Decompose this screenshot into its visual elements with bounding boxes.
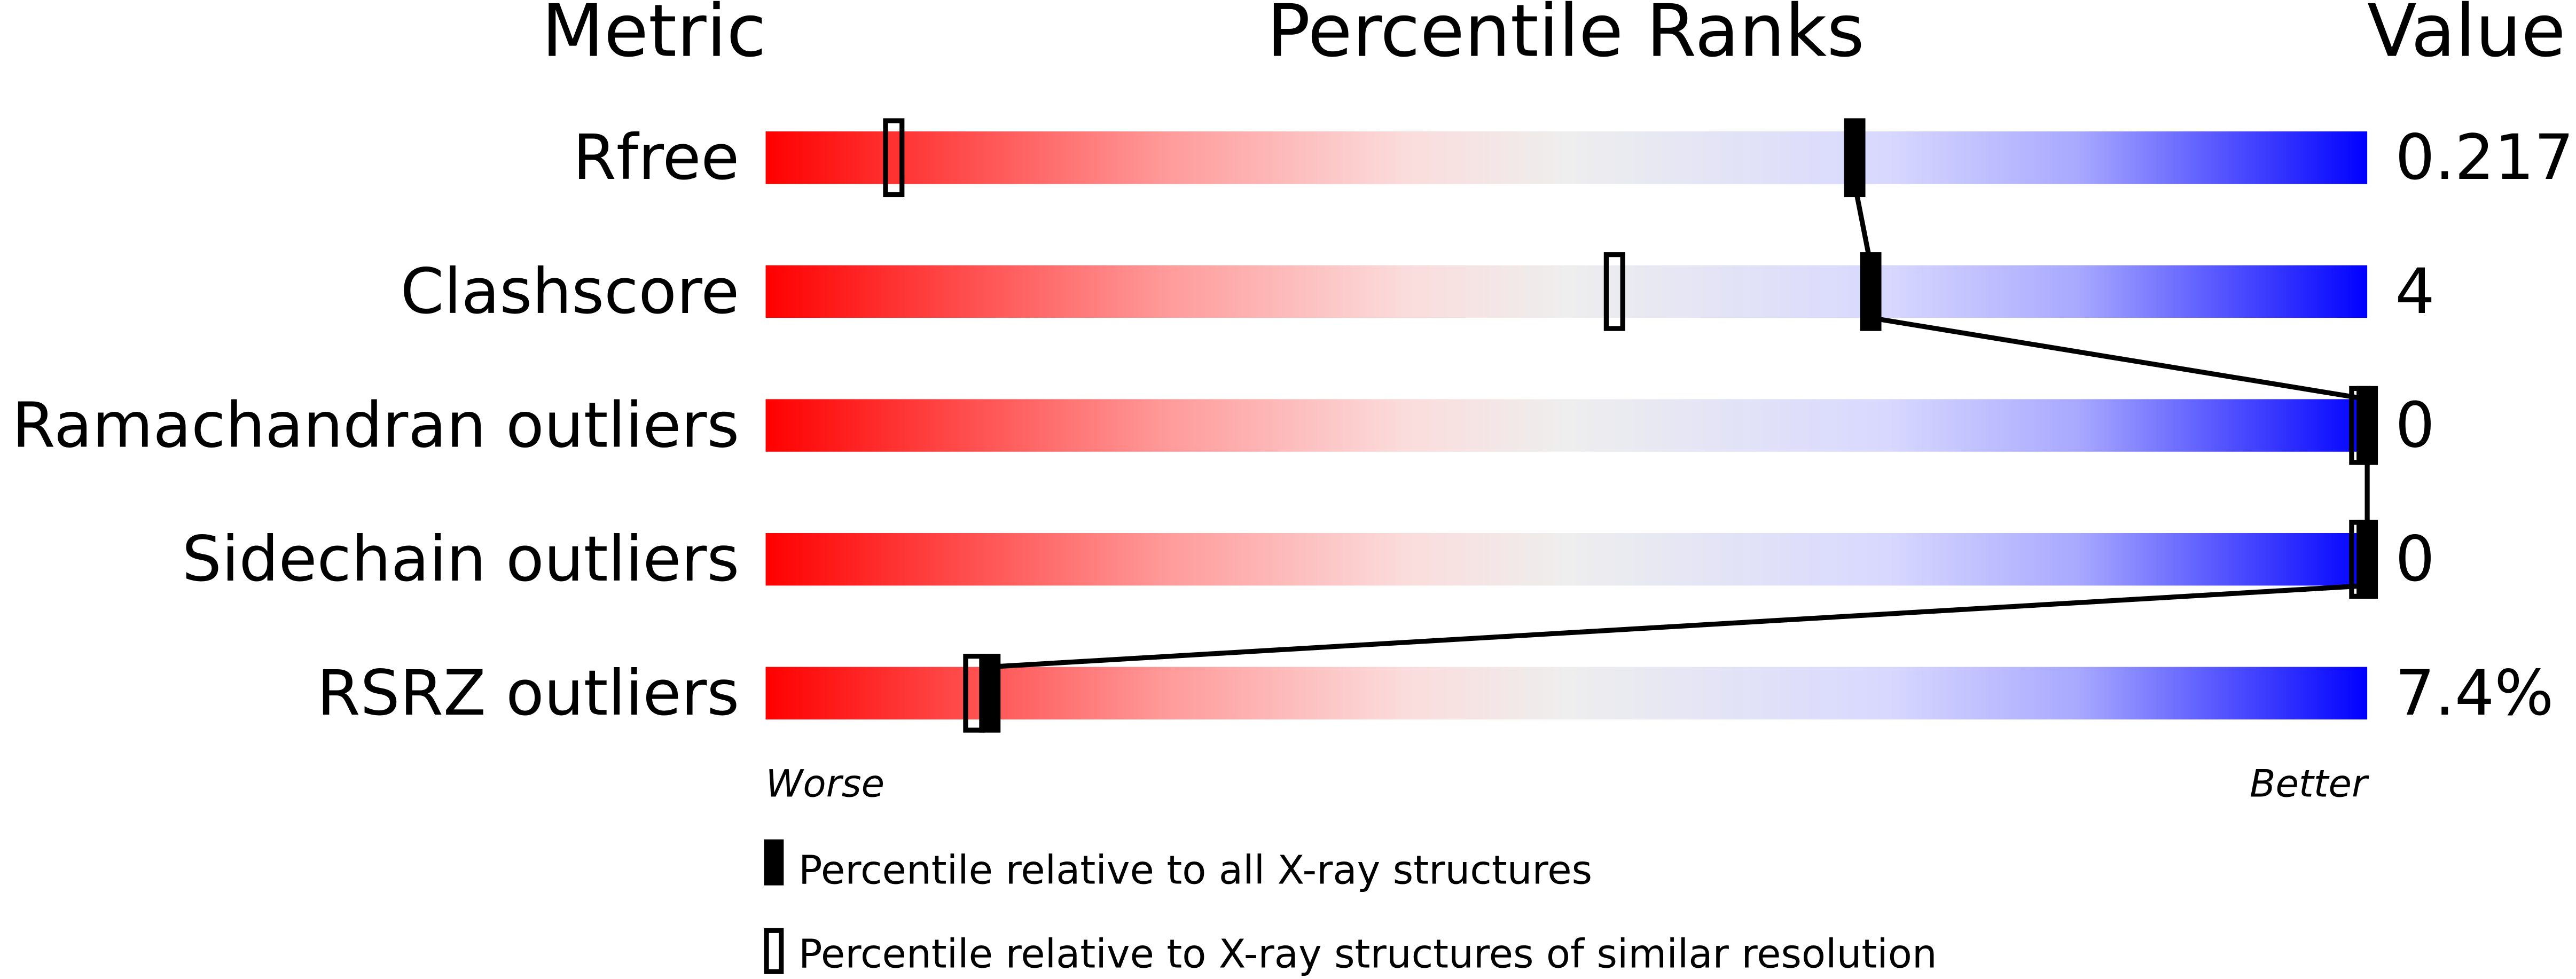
percentile-bar: [765, 131, 2368, 184]
marker-connector-line: [1870, 315, 2368, 402]
percentile-bar: [765, 667, 2368, 720]
metric-value: 7.4%: [2395, 657, 2554, 730]
all-structures-marker: [1860, 252, 1882, 331]
percentile-bar: [765, 265, 2368, 318]
metric-value: 0: [2395, 523, 2434, 596]
percentile-bar: [765, 399, 2368, 452]
legend-open-label: Percentile relative to X-ray structures …: [798, 931, 1937, 977]
all-structures-marker: [979, 654, 1001, 733]
metric-label: Sidechain outliers: [182, 523, 739, 596]
metric-label: Clashscore: [401, 255, 740, 328]
marker-connector-line: [1852, 183, 1874, 266]
metric-label: Rfree: [573, 121, 740, 194]
marker-connector-line: [990, 583, 2368, 670]
metric-value: 4: [2395, 255, 2434, 328]
similar-resolution-marker: [1603, 252, 1625, 331]
all-structures-marker: [2356, 520, 2378, 599]
worse-label: Worse: [765, 762, 884, 806]
all-structures-marker: [1844, 118, 1866, 198]
legend-filled-marker-icon: [764, 839, 784, 886]
metric-value: 0: [2395, 389, 2434, 462]
all-structures-marker: [2356, 386, 2378, 465]
better-label: Better: [2250, 762, 2369, 806]
metric-label: RSRZ outliers: [317, 657, 739, 730]
percentile-header: Percentile Ranks: [1267, 0, 1865, 73]
metric-header: Metric: [542, 0, 766, 73]
metric-value: 0.217: [2395, 121, 2574, 194]
percentile-bar: [765, 533, 2368, 586]
value-header: Value: [2367, 0, 2566, 73]
metric-label: Ramachandran outliers: [12, 389, 739, 462]
legend-open-marker-icon: [764, 928, 784, 974]
similar-resolution-marker: [883, 118, 905, 198]
legend-filled-label: Percentile relative to all X-ray structu…: [798, 848, 1592, 894]
